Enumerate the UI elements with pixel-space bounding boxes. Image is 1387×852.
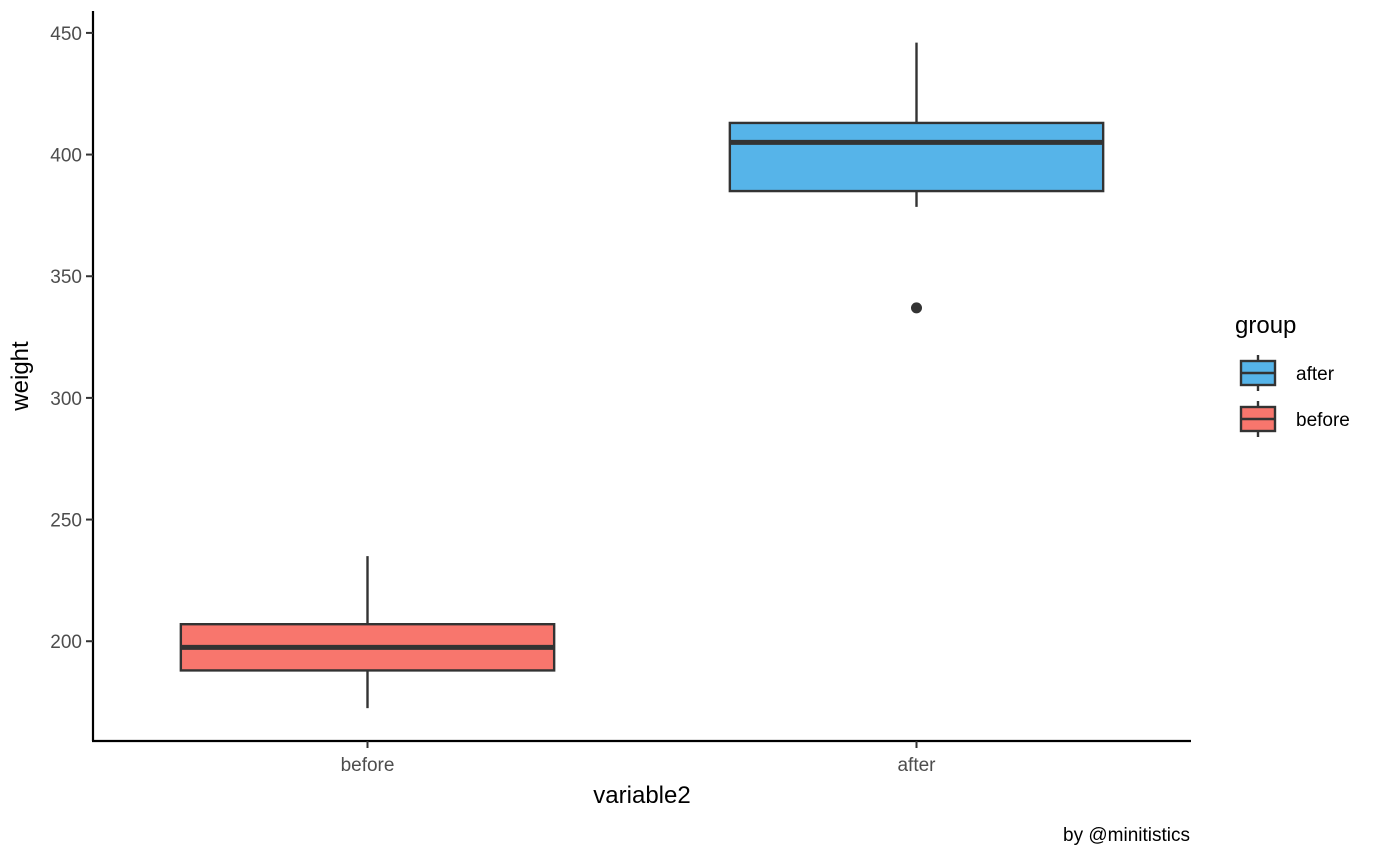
x-axis-title: variable2 bbox=[593, 782, 690, 809]
y-axis-ticks: 200 250 300 350 400 450 bbox=[50, 24, 93, 653]
box-before bbox=[179, 556, 556, 709]
x-tick-label: before bbox=[341, 755, 395, 776]
y-tick-label: 200 bbox=[50, 632, 82, 653]
box-after bbox=[728, 42, 1105, 314]
legend: group after before bbox=[1235, 312, 1350, 437]
box-iqr bbox=[728, 121, 1105, 193]
legend-item-after: after bbox=[1239, 355, 1335, 391]
legend-label: before bbox=[1296, 410, 1350, 431]
y-tick-label: 450 bbox=[50, 24, 82, 45]
outlier-point bbox=[911, 302, 922, 314]
y-tick-label: 400 bbox=[50, 146, 82, 167]
y-tick-label: 300 bbox=[50, 389, 82, 410]
y-tick-label: 350 bbox=[50, 267, 82, 288]
plot-area bbox=[179, 42, 1105, 709]
x-tick-label: after bbox=[897, 755, 936, 776]
legend-title: group bbox=[1235, 312, 1296, 339]
legend-item-before: before bbox=[1239, 401, 1350, 437]
x-axis-ticks: before after bbox=[341, 741, 936, 776]
y-axis-title: weight bbox=[7, 341, 34, 412]
y-tick-label: 250 bbox=[50, 511, 82, 532]
caption: by @minitistics bbox=[1063, 825, 1190, 846]
legend-label: after bbox=[1296, 364, 1335, 385]
